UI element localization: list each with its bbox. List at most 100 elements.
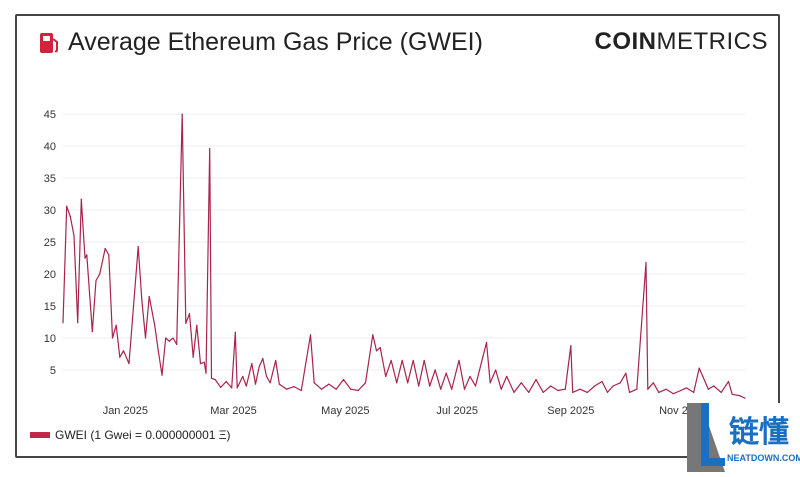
data-point (372, 334, 374, 336)
data-point (84, 257, 86, 259)
data-point (513, 391, 515, 394)
data-point (572, 391, 574, 394)
data-point (702, 375, 704, 378)
y-tick-label: 30 (44, 205, 56, 217)
data-point (236, 387, 238, 389)
data-point (401, 359, 403, 362)
data-point (91, 331, 93, 333)
data-point (80, 198, 82, 200)
data-point (73, 235, 75, 237)
data-point (440, 388, 442, 390)
data-point (86, 254, 88, 256)
data-point (619, 382, 621, 384)
data-point (137, 245, 139, 248)
data-point (278, 383, 280, 385)
y-tick-label: 5 (50, 365, 56, 377)
data-point (286, 388, 288, 390)
data-point (658, 391, 660, 394)
data-point (144, 337, 147, 339)
data-point (738, 395, 741, 397)
data-point (357, 389, 359, 392)
data-point (720, 391, 722, 394)
logo-bold: COIN (594, 28, 657, 55)
data-point (77, 322, 79, 324)
data-point (196, 324, 198, 326)
data-point (203, 361, 205, 363)
data-point (161, 374, 163, 376)
data-point (245, 385, 247, 387)
data-point (418, 385, 420, 387)
gas-pump-icon (40, 32, 58, 53)
data-point (601, 380, 603, 383)
data-point (520, 382, 522, 384)
data-point (122, 350, 125, 352)
data-point (707, 388, 709, 390)
data-point (680, 389, 682, 392)
y-tick-label: 25 (44, 237, 56, 249)
data-point (375, 350, 378, 352)
data-point (220, 386, 222, 388)
data-point (335, 388, 337, 390)
data-point (141, 299, 143, 301)
data-point (328, 383, 330, 385)
data-point (209, 148, 211, 150)
logo-light: METRICS (656, 28, 768, 55)
data-point (168, 340, 170, 342)
data-point (665, 388, 667, 390)
data-point (309, 334, 312, 336)
data-point (542, 391, 544, 394)
data-point (119, 356, 121, 358)
data-point (474, 385, 477, 387)
data-point (157, 350, 159, 352)
data-point (258, 366, 260, 368)
data-point (564, 388, 566, 390)
data-point (225, 380, 227, 383)
watermark-text-cn: 链懂 (729, 415, 789, 450)
data-point (469, 375, 471, 378)
data-point (445, 372, 447, 374)
data-point (594, 385, 596, 387)
data-point (320, 388, 323, 390)
y-tick-label: 45 (44, 109, 56, 121)
data-point (379, 347, 381, 349)
data-point (506, 375, 508, 378)
x-tick-label: Sep 2025 (547, 405, 594, 417)
data-point (390, 359, 392, 362)
data-point (254, 383, 257, 385)
watermark-l-icon (687, 403, 725, 472)
data-point (108, 254, 110, 256)
data-point (300, 389, 302, 392)
data-point (104, 247, 106, 250)
data-point (429, 385, 431, 387)
data-point (412, 359, 414, 362)
data-point (62, 322, 64, 324)
data-point (293, 386, 295, 388)
data-point (205, 372, 207, 374)
data-point (95, 279, 97, 282)
data-point (731, 393, 733, 395)
data-point (698, 367, 700, 369)
coinmetrics-logo: COINMETRICS (595, 28, 769, 56)
x-tick-label: Jul 2025 (436, 405, 478, 417)
data-point (482, 356, 484, 358)
data-point (234, 331, 236, 333)
data-point (570, 345, 572, 347)
legend[interactable]: GWEI (1 Gwei = 0.000000001 Ξ) (30, 428, 231, 442)
data-point (451, 388, 453, 390)
data-point (535, 379, 537, 381)
data-point (557, 389, 559, 392)
data-point (262, 357, 264, 360)
data-point (685, 387, 687, 389)
data-point (176, 343, 178, 346)
data-point (154, 324, 156, 326)
data-point (647, 388, 649, 390)
data-point (652, 382, 654, 384)
data-point (485, 341, 488, 344)
data-point (242, 375, 244, 378)
x-tick-label: Mar 2025 (210, 405, 256, 417)
data-point (313, 382, 315, 384)
data-point (69, 215, 71, 218)
data-point (66, 205, 68, 207)
data-point (713, 385, 715, 387)
